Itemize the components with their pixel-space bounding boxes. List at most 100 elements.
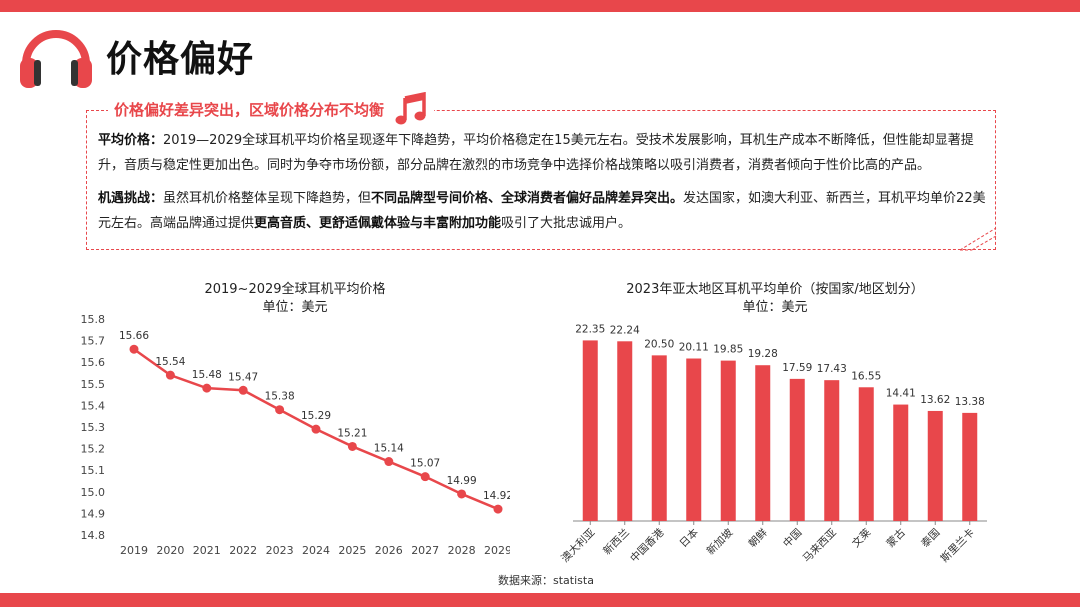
category-label: 新加坡 [704,526,736,558]
data-label: 15.66 [119,330,149,342]
top-accent-bar [0,0,1080,12]
bar [824,380,840,521]
data-label: 15.29 [301,410,331,422]
data-label: 14.92 [483,490,510,502]
data-label: 13.62 [920,394,950,406]
chart-title: 2019~2029全球耳机平均价格 [204,282,386,297]
bar [893,404,909,521]
data-label: 22.35 [575,323,605,335]
category-label: 澳大利亚 [558,526,597,565]
insight-heading: 价格偏好差异突出，区域价格分布不均衡 [114,100,385,119]
bar-chart-canvas: 22.35 澳大利亚 22.24 新西兰 20.50 中国香港 20.11 日本 19.85 新加… [558,323,987,565]
page-fold-decoration [959,227,997,251]
data-label: 17.43 [817,363,847,375]
chart-subtitle: 单位：美元 [262,300,328,315]
data-label: 15.48 [192,369,222,381]
paragraph-emphasis: 不同品牌型号间价格、全球消费者偏好品牌差异突出。 [371,191,684,206]
data-label: 17.59 [782,362,812,374]
paragraph-label: 机遇挑战： [98,191,164,206]
data-point [384,457,394,467]
data-label: 13.38 [955,396,985,408]
x-tick-label: 2025 [338,544,366,557]
y-tick-label: 15.6 [81,356,106,369]
x-tick-label: 2026 [375,544,403,557]
data-label: 15.07 [410,458,440,470]
paragraph-text: 发达国家，如澳大利亚、新西兰，耳机平均单价22美元左右。高端品牌通过提供 [98,191,986,231]
x-tick-label: 2028 [448,544,476,557]
category-label: 马来西亚 [801,526,840,565]
bar [927,410,943,521]
bar [720,360,736,521]
category-label: 日本 [677,526,701,550]
data-point [457,489,467,499]
paragraph-emphasis: 更高音质、更舒适佩戴体验与丰富附加功能 [254,216,502,231]
paragraph-text: 2019—2029全球耳机平均价格呈现逐年下降趋势，平均价格稳定在15美元左右。… [98,133,974,173]
y-tick-label: 15.3 [81,421,106,434]
category-label: 中国香港 [627,526,666,565]
bar [617,341,633,521]
category-label: 中国 [780,526,804,550]
insight-heading-wrap: 价格偏好差异突出，区域价格分布不均衡 [108,92,435,125]
x-tick-label: 2021 [193,544,221,557]
category-label: 朝鲜 [746,526,770,550]
chart-subtitle: 单位：美元 [742,300,808,315]
bar [962,412,978,521]
bar [789,378,805,521]
paragraph-opportunity: 机遇挑战：虽然耳机价格整体呈现下降趋势，但不同品牌型号间价格、全球消费者偏好品牌… [98,186,988,236]
data-label: 15.21 [337,427,367,439]
y-tick-label: 14.9 [81,507,106,520]
y-tick-label: 15.0 [81,486,106,499]
data-label: 20.50 [644,338,674,350]
bar [858,387,874,521]
x-tick-label: 2019 [120,544,148,557]
y-tick-label: 15.4 [81,399,106,412]
data-label: 14.41 [886,388,916,400]
data-point [347,441,357,451]
x-tick-label: 2020 [156,544,184,557]
data-point [493,504,503,514]
bottom-accent-bar [0,593,1080,607]
category-label: 泰国 [918,526,942,550]
bar [582,340,598,521]
data-label: 15.54 [155,356,185,368]
data-label: 14.99 [447,475,477,487]
y-tick-label: 15.5 [81,378,106,391]
headphones-icon [20,30,92,88]
data-label: 19.85 [713,344,743,356]
x-tick-label: 2023 [266,544,294,557]
source-note: 数据来源：statista [498,574,594,587]
data-point [202,383,212,393]
paragraph-text: 虽然耳机价格整体呈现下降趋势，但 [163,191,372,206]
bar [686,358,702,521]
data-label: 15.14 [374,443,404,455]
category-label: 蒙古 [884,526,908,550]
data-point [238,385,248,395]
insight-box [86,110,996,250]
x-tick-label: 2022 [229,544,257,557]
bar [755,365,771,521]
page-title: 价格偏好 [106,39,255,80]
data-point [311,424,321,434]
y-tick-label: 14.8 [81,529,106,542]
x-tick-label: 2027 [411,544,439,557]
line-chart-canvas: 15.8 15.7 15.6 15.5 15.4 15.3 15.2 15.1 15.0 14.9… [81,313,511,557]
category-label: 新西兰 [600,526,631,557]
paragraph-text: 吸引了大批忠诚用户。 [501,216,632,231]
paragraph-average-price: 平均价格：2019—2029全球耳机平均价格呈现逐年下降趋势，平均价格稳定在15… [98,128,988,178]
data-point [129,344,139,354]
data-point [165,370,175,380]
paragraph-label: 平均价格： [98,133,164,148]
bar [651,355,667,521]
data-point [420,472,430,482]
chart-title: 2023年亚太地区耳机平均单价（按国家/地区划分） [626,282,924,297]
y-tick-label: 15.8 [81,313,106,326]
x-tick-label: 2024 [302,544,330,557]
category-label: 文莱 [849,526,873,550]
data-label: 20.11 [679,342,709,354]
data-point [275,405,285,415]
x-tick-label: 2029 [484,544,510,557]
data-label: 16.55 [851,370,881,382]
data-label: 15.47 [228,371,258,383]
y-tick-label: 15.2 [81,443,106,456]
data-label: 15.38 [265,391,295,403]
